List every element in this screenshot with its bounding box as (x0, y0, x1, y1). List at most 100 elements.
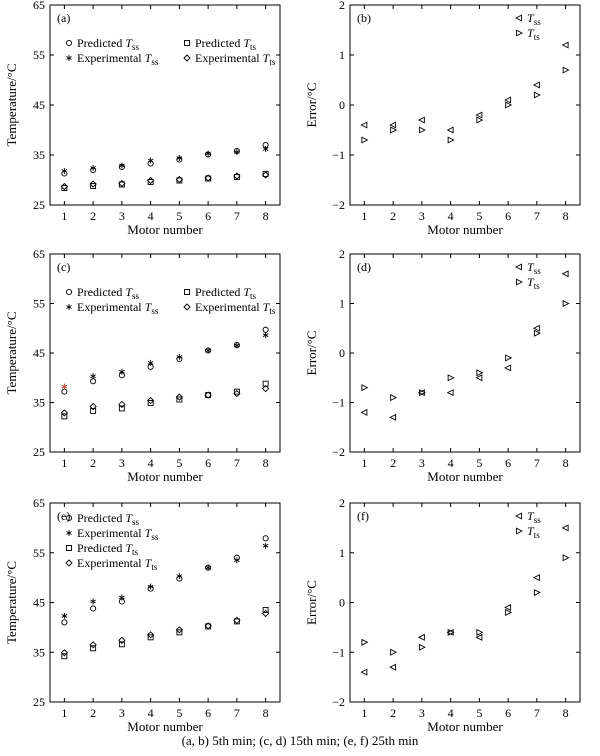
data-point (175, 175, 184, 184)
data-point (262, 607, 269, 613)
data-point (118, 641, 125, 648)
data-point (533, 91, 541, 99)
data-point (475, 111, 483, 119)
y-tick-label: −2 (332, 695, 345, 709)
y-tick-label: −1 (332, 396, 345, 410)
series-tri-right (361, 299, 570, 402)
x-tick-label: 1 (61, 456, 67, 470)
legend-label: Tts (527, 524, 540, 540)
legend-label: Tss (527, 260, 541, 276)
x-tick-label: 8 (563, 456, 569, 470)
legend-label: Experimental Tts (195, 300, 276, 316)
x-tick-label: 2 (90, 456, 96, 470)
data-point (61, 653, 68, 660)
plot-frame (349, 4, 581, 206)
data-point (204, 174, 212, 182)
data-point (205, 564, 211, 571)
series-diamond (60, 609, 270, 657)
y-tick-label: −2 (332, 445, 345, 459)
x-axis-label: Motor number (127, 469, 203, 484)
data-point (446, 389, 454, 397)
x-tick-label: 3 (419, 706, 425, 720)
plot-frame (349, 253, 581, 453)
data-point (390, 126, 398, 134)
chart-panel-b: −2 −1 0 1 2 1 2 3 4 5 6 7 8 Motor number Error/°C (b) Ts… (304, 0, 581, 237)
x-tick-label: 1 (361, 456, 367, 470)
data-point (447, 374, 455, 382)
data-point (147, 157, 154, 164)
x-tick-label: 8 (263, 209, 269, 223)
plot-frame (49, 253, 281, 453)
data-point (61, 185, 68, 191)
data-point (176, 573, 183, 580)
legend-marker-tri-left (515, 14, 522, 22)
y-axis-label: Temperature/°C (4, 312, 19, 395)
x-tick-label: 4 (148, 456, 154, 470)
x-tick-label: 8 (563, 706, 569, 720)
legend-marker-star (66, 530, 72, 536)
plot-frame (49, 4, 281, 206)
x-axis-label: Motor number (427, 469, 503, 484)
data-point (475, 633, 483, 641)
data-point (147, 359, 154, 366)
legend-marker-square (184, 40, 190, 46)
data-point (418, 126, 426, 134)
data-point (176, 396, 183, 403)
data-point (447, 628, 455, 636)
data-point (360, 668, 368, 676)
legend-label: Predicted Tts (195, 36, 257, 52)
data-point (205, 347, 211, 354)
data-point (118, 405, 125, 412)
panel-label: (c) (57, 260, 70, 274)
plot-frame (349, 502, 581, 703)
legend-label: Predicted Tts (195, 285, 257, 301)
data-point (61, 612, 68, 619)
data-point (176, 629, 183, 636)
data-point (90, 373, 96, 380)
x-tick-label: 4 (448, 209, 454, 223)
series-tri-left (360, 524, 569, 676)
x-tick-label: 3 (119, 456, 125, 470)
data-point (233, 616, 241, 625)
x-axis-label: Motor number (427, 222, 503, 237)
data-point (533, 329, 541, 337)
data-point (446, 126, 454, 134)
legend-marker-tri-right (516, 29, 523, 37)
data-point (119, 162, 125, 169)
series-circle (61, 326, 269, 395)
legend-marker-tri-left (515, 512, 522, 520)
legend-label: Predicted Tts (77, 541, 139, 557)
y-tick-label: 55 (33, 48, 45, 62)
data-point (60, 649, 69, 657)
data-point (175, 393, 184, 401)
x-tick-label: 7 (234, 706, 240, 720)
y-tick-label: −1 (332, 148, 345, 162)
data-point (532, 574, 540, 582)
y-tick-label: 55 (33, 297, 45, 311)
series-square (61, 607, 269, 660)
series-tri-right (361, 66, 570, 144)
data-point (262, 332, 269, 339)
y-tick-label: 25 (33, 695, 45, 709)
data-point (146, 631, 155, 639)
series-diamond (60, 171, 270, 191)
data-point (233, 172, 241, 180)
data-point (561, 524, 569, 532)
y-tick-label: 25 (33, 445, 45, 459)
y-tick-label: 25 (33, 198, 45, 212)
y-tick-label: 2 (339, 496, 345, 510)
data-point (90, 378, 97, 385)
x-axis-label: Motor number (127, 222, 203, 237)
y-tick-label: 45 (33, 98, 45, 112)
legend-label: Tts (527, 275, 540, 291)
y-tick-label: 1 (339, 546, 345, 560)
data-point (561, 41, 569, 49)
x-tick-label: 5 (176, 456, 182, 470)
data-point (360, 408, 368, 416)
legend-label: Predicted Tss (77, 36, 140, 52)
data-point (147, 179, 154, 185)
x-tick-label: 7 (534, 706, 540, 720)
